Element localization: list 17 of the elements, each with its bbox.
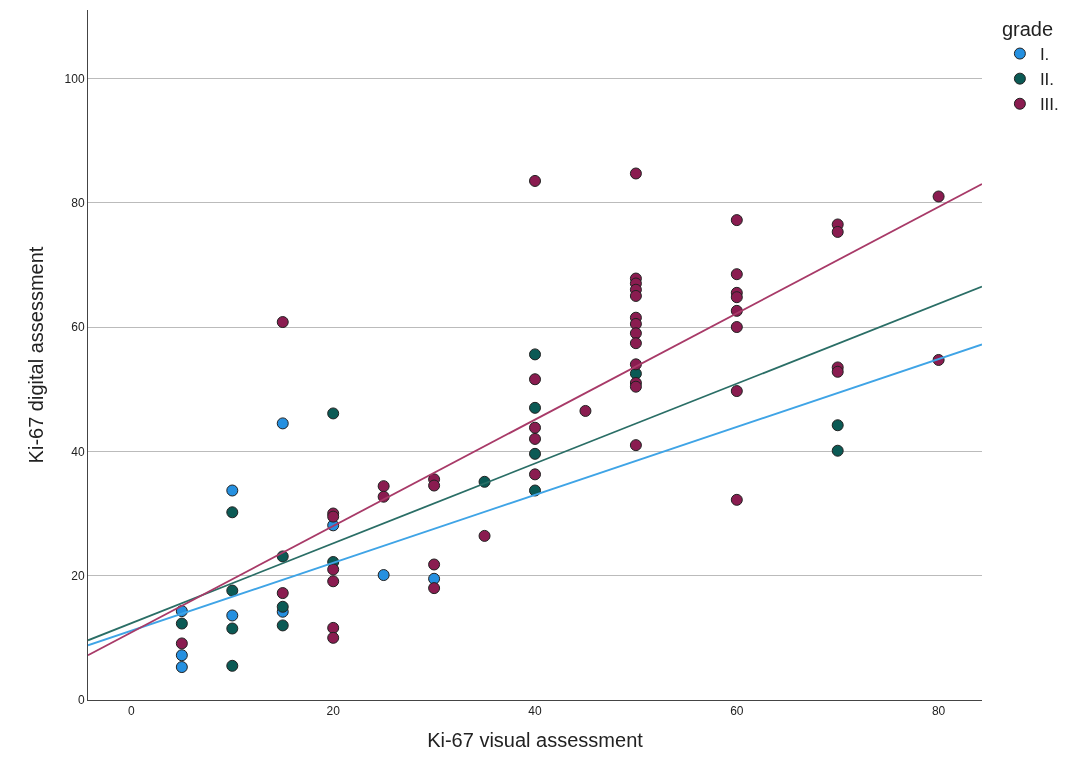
y-tick-label: 80 xyxy=(71,195,85,210)
legend-label: III. xyxy=(1039,95,1059,115)
legend-label: I. xyxy=(1039,45,1050,65)
x-axis-title: Ki-67 visual assessment xyxy=(427,728,644,751)
x-tick-label: 40 xyxy=(528,704,542,719)
x-tick-label: 60 xyxy=(730,704,744,719)
x-tick-label: 80 xyxy=(931,704,946,719)
y-tick-label: 40 xyxy=(71,444,85,459)
y-tick-label: 20 xyxy=(71,568,85,583)
x-tick-label: 20 xyxy=(326,704,341,719)
legend-label: II. xyxy=(1039,70,1055,90)
y-axis-title: Ki-67 digital assessment xyxy=(25,246,48,464)
y-tick-label: 0 xyxy=(77,693,85,708)
y-tick-label: 100 xyxy=(64,71,85,86)
y-tick-label: 60 xyxy=(71,320,85,335)
legend-title: grade xyxy=(1001,18,1054,40)
x-tick-label: 0 xyxy=(128,704,136,719)
